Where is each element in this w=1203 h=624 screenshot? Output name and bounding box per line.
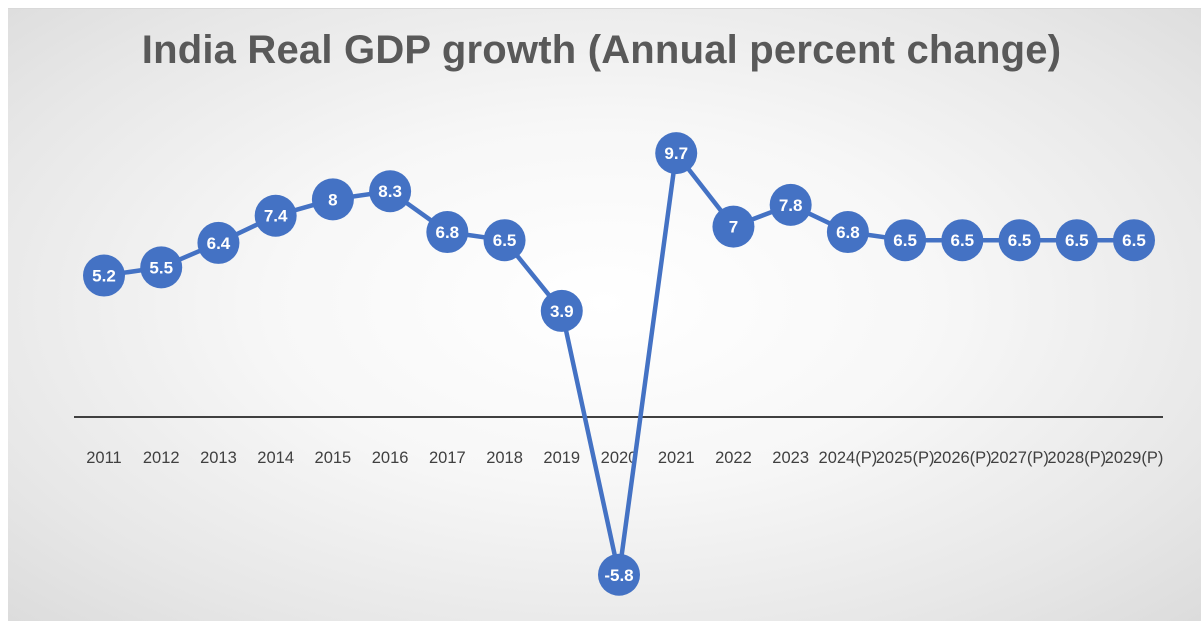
chart-area (8, 8, 1201, 621)
data-label: 6.5 (951, 231, 975, 250)
data-marker (311, 178, 354, 221)
data-point: 6.8 (426, 211, 469, 254)
x-tick-label: 2027(P) (990, 449, 1049, 467)
data-label: 3.9 (550, 302, 574, 321)
data-marker (540, 289, 583, 332)
data-marker (1113, 219, 1155, 262)
data-marker (826, 211, 869, 254)
data-label: 8 (328, 190, 337, 209)
data-marker (254, 194, 297, 237)
x-tick-label: 2019 (543, 449, 580, 467)
data-marker (598, 553, 640, 596)
data-label: 6.4 (207, 234, 231, 253)
data-point: 6.5 (1113, 219, 1155, 262)
data-label: 7 (729, 218, 738, 237)
data-marker (1055, 219, 1098, 262)
data-marker (941, 219, 984, 262)
data-marker (769, 183, 812, 226)
x-tick-label: 2018 (486, 449, 523, 467)
x-tick-label: 2023 (772, 449, 809, 467)
data-point: 9.7 (655, 132, 698, 175)
data-point: 6.8 (826, 211, 869, 254)
data-label: 5.2 (92, 267, 116, 286)
data-marker (140, 246, 183, 289)
data-label: -5.8 (604, 566, 633, 585)
x-tick-label: 2026(P) (933, 449, 992, 467)
data-point: 6.5 (884, 219, 927, 262)
x-tick-label: 2017 (429, 449, 466, 467)
data-marker (712, 205, 755, 248)
data-label: 9.7 (664, 144, 688, 163)
data-marker (884, 219, 927, 262)
chart-title: India Real GDP growth (Annual percent ch… (141, 28, 1062, 72)
x-tick-label: 2028(P) (1047, 449, 1106, 467)
data-label: 6.8 (836, 223, 860, 242)
data-point: 7.4 (254, 194, 297, 237)
data-label: 5.5 (149, 258, 173, 277)
x-tick-label: 2022 (715, 449, 752, 467)
data-label: 6.8 (436, 223, 460, 242)
data-point: 6.5 (998, 219, 1041, 262)
data-label: 6.5 (893, 231, 917, 250)
data-marker (369, 170, 412, 213)
data-point: 7 (712, 205, 755, 248)
data-point: 6.4 (197, 221, 240, 264)
data-marker (83, 254, 125, 297)
x-tick-label: 2015 (315, 449, 352, 467)
data-point: 6.5 (483, 219, 526, 262)
data-point: 6.5 (941, 219, 984, 262)
x-tick-label: 2020 (601, 449, 638, 467)
x-tick-label: 2011 (86, 449, 121, 467)
data-label: 6.5 (493, 231, 517, 250)
data-marker (426, 211, 469, 254)
data-label: 6.5 (1122, 231, 1146, 250)
data-point: 6.5 (1055, 219, 1098, 262)
data-label: 8.3 (378, 182, 402, 201)
data-marker (483, 219, 526, 262)
data-label: 6.5 (1065, 231, 1089, 250)
data-label: 6.5 (1008, 231, 1032, 250)
x-tick-label: 2024(P) (819, 449, 878, 467)
x-tick-label: 2029(P) (1105, 449, 1164, 467)
data-points: 5.2 5.5 6.4 7.4 8 8.3 6.8 6.5 3.9 -5.8 9.7 7 7.8 6.8 6… (83, 132, 1155, 596)
data-point: 5.5 (140, 246, 183, 289)
x-tick-label: 2013 (200, 449, 237, 467)
x-tick-label: 2012 (143, 449, 180, 467)
data-point: 8.3 (369, 170, 412, 213)
x-tick-label: 2016 (372, 449, 409, 467)
data-point: 3.9 (540, 289, 583, 332)
x-tick-label: 2014 (257, 449, 294, 467)
data-point: 5.2 (83, 254, 125, 297)
data-marker (998, 219, 1041, 262)
data-label: 7.8 (779, 196, 803, 215)
data-point: 8 (311, 178, 354, 221)
data-marker (655, 132, 698, 175)
data-point: -5.8 (598, 553, 640, 596)
x-tick-label: 2025(P) (876, 449, 935, 467)
x-axis: 2011 2012 2013 2014 2015 2016 2017 2018 2019 2020… (74, 416, 1164, 467)
data-point: 7.8 (769, 183, 812, 226)
data-marker (197, 221, 240, 264)
data-label: 7.4 (264, 207, 288, 226)
x-tick-label: 2021 (658, 449, 695, 467)
